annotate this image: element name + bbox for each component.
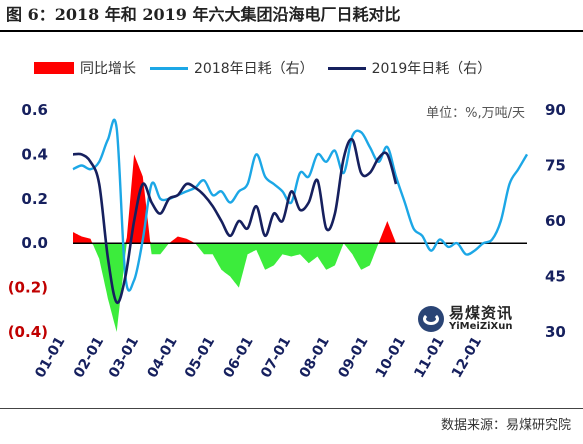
x-axis-tick-label: 11-01 [411,334,447,381]
x-axis-tick-label: 04-01 [145,334,181,381]
watermark-logo-icon [418,306,444,333]
figure-title: 图 6：2018 年和 2019 年六大集团沿海电厂日耗对比 [6,5,401,24]
left-axis-tick-label: 0.4 [21,145,48,163]
left-axis-tick-label: 0.2 [21,190,48,208]
x-axis-tick-label: 08-01 [297,334,333,381]
watermark-logo: 易煤资讯 YiMeiZiXun [418,304,514,333]
left-axis-tick-label: (0.4) [8,323,48,341]
x-axis-tick-label: 12-01 [449,334,485,381]
x-axis-tick-label: 02-01 [71,334,107,381]
chart-plot: 0.6 0.4 0.2 0.0 (0.2) (0.4) 90 75 60 45 30 01-01 02-… [8,101,566,381]
title-underline [0,30,583,32]
right-axis-tick-label: 90 [545,101,566,119]
watermark-cn: 易煤资讯 [449,304,514,322]
left-axis-tick-label: 0.0 [21,234,48,252]
legend-label-growth: 同比增长 [80,61,136,77]
right-axis-tick-label: 75 [545,157,566,175]
source-note: 数据来源：易煤研究院 [440,418,571,433]
series-line-2019 [72,137,398,305]
x-axis-tick-label: 10-01 [373,334,409,381]
unit-label: 单位：%,万吨/天 [426,106,525,121]
legend-swatch-growth [34,62,74,74]
x-axis-tick-label: 01-01 [32,334,68,381]
legend-item-2018: 2018年日耗（右） [150,58,314,78]
right-axis-tick-label: 60 [545,212,566,230]
legend-label-2019: 2019年日耗（右） [371,61,492,77]
legend-swatch-2018 [150,66,188,70]
x-axis-tick-label: 06-01 [221,334,257,381]
growth-area-negative [73,243,396,332]
legend-swatch-2019 [327,66,366,70]
right-axis-tick-label: 45 [545,268,566,286]
left-axis-tick-label: 0.6 [21,101,48,119]
x-axis-tick-label: 03-01 [106,334,142,381]
watermark-en: YiMeiZiXun [449,320,513,332]
left-axis-tick-label: (0.2) [8,279,48,297]
x-axis-tick-label: 09-01 [335,334,371,381]
right-axis-tick-label: 30 [545,323,566,341]
x-axis-tick-label: 07-01 [258,334,294,381]
legend-item-growth: 同比增长 [34,58,136,78]
footer-rule [0,408,583,409]
legend-label-2018: 2018年日耗（右） [194,61,314,77]
x-axis-tick-label: 05-01 [182,334,218,381]
series-line-2018 [72,118,529,292]
chart-legend: 同比增长 2018年日耗（右） 2019年日耗（右） [34,58,505,78]
legend-item-2019: 2019年日耗（右） [327,58,492,78]
